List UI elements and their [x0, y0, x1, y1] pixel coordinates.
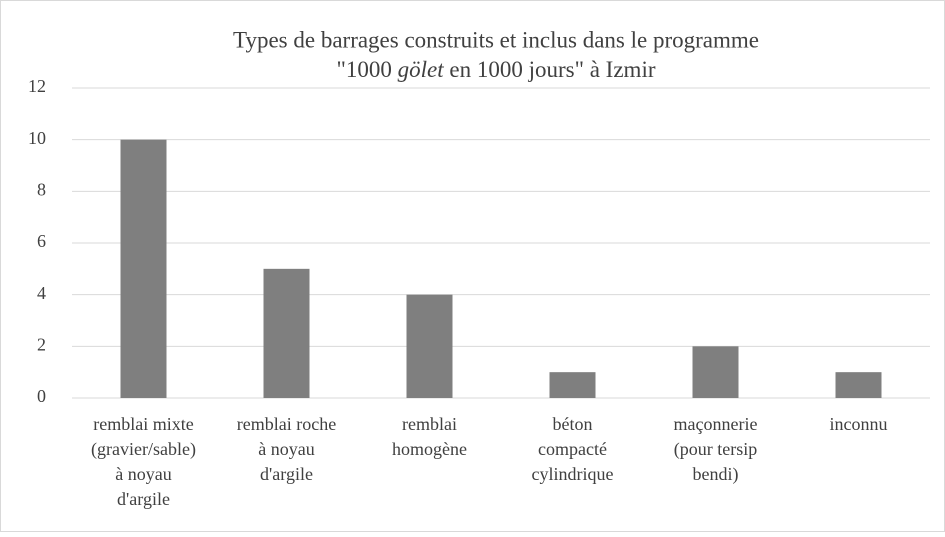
x-tick-label-line: homogène: [392, 439, 467, 459]
x-tick-label-line: cylindrique: [532, 464, 614, 484]
x-tick-label-line: (gravier/sable): [91, 439, 196, 460]
chart-title: "1000 gölet en 1000 jours" à Izmir: [336, 57, 655, 82]
chart-title: Types de barrages construits et inclus d…: [233, 27, 759, 52]
x-tick-label-line: inconnu: [830, 414, 888, 434]
x-tick-label-line: à noyau: [115, 464, 171, 484]
x-tick-label-line: (pour tersip: [674, 439, 757, 460]
x-tick-label: remblai roche à noyau d'argile: [237, 414, 336, 484]
x-tick-label-line: d'argile: [260, 464, 313, 484]
y-tick-label: 4: [37, 283, 46, 303]
x-tick-label-line: maçonnerie: [674, 414, 758, 434]
bar: [692, 346, 739, 398]
x-tick-label-line: compacté: [538, 439, 607, 459]
title-part: en 1000 jours" à Izmir: [444, 57, 656, 82]
bar: [263, 268, 310, 398]
x-tick-label-line: remblai mixte: [93, 414, 193, 434]
x-tick-label-line: béton: [553, 414, 593, 434]
x-tick-label-line: remblai: [402, 414, 457, 434]
y-tick-label: 12: [28, 76, 46, 96]
x-tick-label: remblai homogène: [392, 414, 467, 459]
y-tick-label: 10: [28, 128, 46, 148]
x-tick-label: béton compacté cylindrique: [532, 414, 614, 484]
title-part: "1000: [336, 57, 397, 82]
x-tick-label-line: bendi): [693, 464, 739, 485]
bar: [120, 139, 167, 398]
bar: [549, 372, 596, 398]
bar: [406, 294, 453, 398]
x-tick-label-line: d'argile: [117, 489, 170, 509]
title-part: gölet: [398, 57, 445, 82]
x-tick-label: remblai mixte (gravier/sable) à noyau d'arg…: [91, 414, 196, 509]
x-tick-label-line: remblai roche: [237, 414, 336, 434]
x-tick-label: maçonnerie (pour tersip bendi): [674, 414, 758, 485]
y-tick-label: 2: [37, 334, 46, 354]
y-tick-label: 0: [37, 386, 46, 406]
x-tick-label-line: à noyau: [258, 439, 314, 459]
y-tick-label: 6: [37, 231, 46, 251]
y-tick-label: 8: [37, 179, 46, 199]
x-tick-label: inconnu: [830, 414, 888, 434]
bar: [835, 372, 882, 398]
